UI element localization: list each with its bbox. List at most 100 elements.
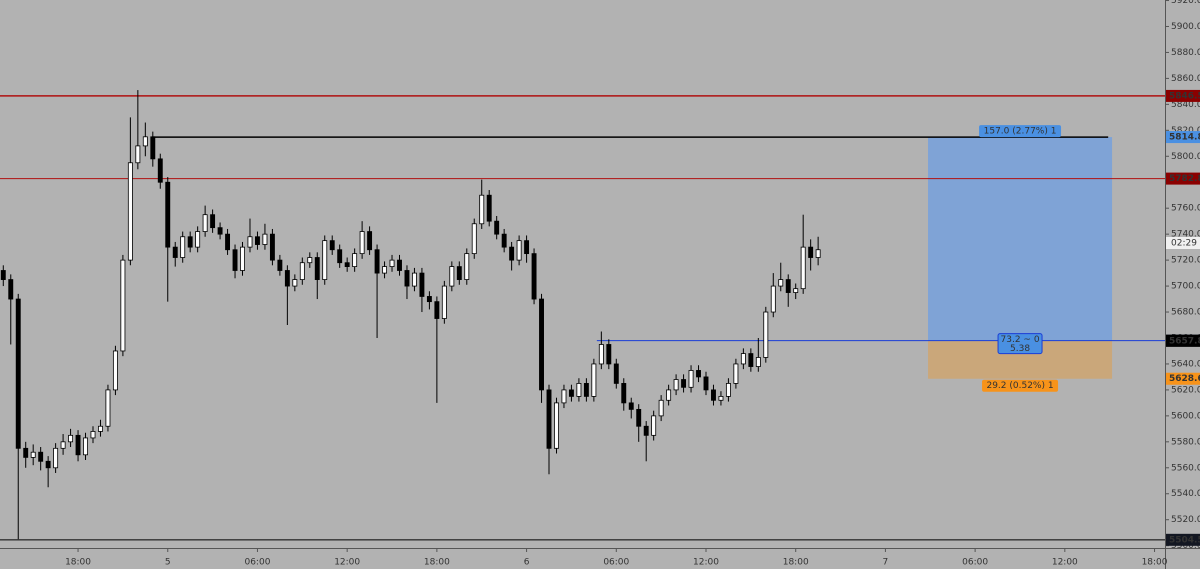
countdown: 02:29 (1171, 239, 1197, 249)
candle-body (359, 231, 365, 255)
center-label: 73.2 ~ 0 (1001, 335, 1040, 345)
y-tick-label: 5800.0 (1171, 152, 1200, 162)
y-tick-label: 5640.0 (1171, 359, 1200, 369)
candle-body (434, 301, 440, 319)
candle-body (411, 272, 417, 287)
candle-body (240, 246, 245, 271)
x-tick-label: 06:00 (603, 558, 629, 568)
candle-body (628, 402, 634, 410)
candle-body (598, 344, 604, 365)
y-tick-label: 5520.0 (1171, 515, 1200, 525)
candle-body (591, 363, 597, 397)
candle-body (718, 395, 724, 401)
center-label: 5.38 (1010, 344, 1030, 354)
y-tick-label: 5720.0 (1171, 256, 1200, 266)
candle-body (613, 363, 619, 384)
candle-body (568, 389, 574, 397)
candle-body (329, 240, 335, 251)
candle-body (105, 389, 111, 427)
candle-body (778, 279, 784, 287)
candle-body (127, 162, 133, 261)
stop-label-box (982, 379, 1059, 392)
candle-body (165, 181, 171, 248)
candle-body (397, 259, 402, 271)
price-tag-label: 5846.5 (1169, 91, 1200, 101)
candle-body (374, 249, 380, 274)
x-tick-label: 12:00 (1052, 558, 1078, 568)
candle-body (703, 376, 709, 391)
candle-body (180, 236, 186, 258)
x-tick-label: 12:00 (334, 558, 360, 568)
x-tick-label: 5 (165, 558, 171, 568)
candle-body (583, 383, 589, 397)
y-tick-label: 5500.0 (1171, 541, 1200, 551)
candle-body (15, 298, 21, 449)
candle-body (494, 220, 500, 235)
candle-body (486, 194, 492, 222)
candle-body (621, 383, 627, 404)
candle-body (255, 236, 260, 245)
candle-body (456, 266, 462, 280)
candle-body (150, 136, 156, 160)
candle-body (748, 353, 754, 367)
price-tag (1166, 172, 1200, 185)
candle-body (157, 158, 163, 183)
candle-body (509, 246, 515, 261)
target-label-box (979, 125, 1062, 138)
candle-body (539, 298, 544, 391)
candle-body (666, 389, 672, 401)
candle-body (269, 233, 275, 261)
price-tag-label: 5628.6 (1169, 374, 1200, 384)
candle-body (75, 434, 81, 456)
candle-body (681, 379, 687, 388)
y-tick-label: 5840.0 (1171, 100, 1200, 110)
target-label: 157.0 (2.77%) 1 (984, 127, 1057, 137)
x-tick-label: 7 (883, 558, 889, 568)
price-tag-label: 5814.8 (1169, 133, 1200, 143)
candle-body (83, 437, 88, 456)
candle-body (352, 253, 358, 268)
candle-body (98, 425, 103, 432)
candle-body (60, 441, 66, 449)
price-tag-label: 5657.8 (1169, 336, 1200, 346)
y-tick-label: 5760.0 (1171, 204, 1200, 214)
candle-body (382, 266, 388, 274)
candle-body (23, 447, 29, 458)
y-tick-label: 5680.0 (1171, 308, 1200, 318)
candle-body (441, 285, 447, 319)
candle-body (217, 227, 223, 235)
candle-body (247, 236, 253, 248)
candle-body (426, 296, 432, 303)
candle-body (501, 233, 507, 248)
candle-body (299, 262, 305, 280)
candle-body (576, 383, 582, 397)
candle-body (464, 253, 470, 280)
candle-body (292, 279, 298, 287)
candle-body (262, 233, 268, 245)
candle-body (419, 272, 425, 297)
candle-body (449, 266, 455, 287)
candle-body (711, 389, 716, 401)
candle-body (651, 415, 657, 436)
candle-body (8, 279, 14, 300)
candle-body (554, 402, 559, 449)
candle-body (225, 233, 231, 251)
candle-body (53, 447, 59, 469)
price-tag (1166, 334, 1200, 347)
candle-body (307, 257, 313, 264)
candle-body (636, 408, 642, 427)
candle-body (404, 270, 410, 287)
stop-label: 29.2 (0.52%) 1 (986, 381, 1053, 391)
y-tick-label: 5740.0 (1171, 230, 1200, 240)
y-tick-label: 5920.0 (1171, 0, 1200, 6)
candle-body (142, 136, 148, 147)
candle-body (516, 240, 522, 261)
candle-body (172, 246, 178, 258)
candle-body (770, 285, 776, 313)
candle-body (606, 344, 612, 365)
price-tag (1166, 372, 1200, 385)
candle-body (135, 145, 141, 164)
countdown-box (1166, 237, 1200, 249)
candle-body (546, 389, 552, 449)
candle-body (800, 246, 806, 290)
